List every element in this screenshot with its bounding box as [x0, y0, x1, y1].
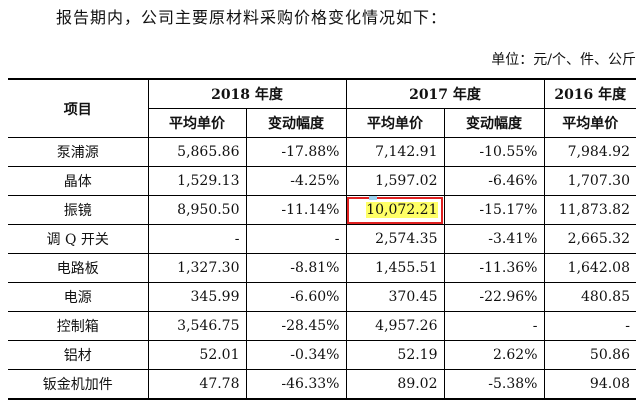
cell-c2018: -	[246, 224, 347, 254]
header-2018: 2018 年度	[148, 79, 347, 109]
cell-p2018: 345.99	[148, 282, 247, 312]
header-2017: 2017 年度	[346, 79, 545, 109]
cell-c2017: -22.96%	[444, 282, 545, 312]
cell-p2018: 52.01	[148, 340, 247, 370]
cell-c2018: -4.25%	[246, 166, 347, 196]
cell-name: 控制箱	[8, 311, 149, 341]
table-row: 钣金机加件 47.78 -46.33% 89.02 -5.38% 94.08	[8, 369, 636, 400]
cell-c2018: -17.88%	[246, 137, 347, 167]
table-row: 调 Q 开关 - -2,574.35 -3.41% 2,665.32	[8, 224, 636, 254]
table-row: 振镜 8,950.50 -11.14% 10,072.21 -15.17% 11,873.…	[8, 195, 636, 225]
cell-c2017: -5.38%	[444, 369, 545, 400]
table-row: 晶体 1,529.13 -4.25% 1,597.02 -6.46% 1,707.30	[8, 166, 636, 196]
cell-p2017: 1,455.51	[346, 253, 445, 283]
header-avg-price-2018: 平均单价	[148, 108, 247, 138]
cell-c2018: -0.34%	[246, 340, 347, 370]
cell-p2016: 7,984.92	[544, 137, 636, 167]
cell-p2018: 8,950.50	[148, 195, 247, 225]
header-item: 项目	[8, 79, 149, 138]
cell-p2016: -	[544, 311, 636, 341]
header-row-years: 项目 2018 年度 2017 年度 2016 年度	[8, 79, 636, 138]
cell-name: 泵浦源	[8, 137, 149, 167]
cell-p2017: 1,597.02	[346, 166, 445, 196]
highlighted-value: 10,072.21	[366, 202, 438, 218]
cell-c2017: -3.41%	[444, 224, 545, 254]
table-row: 铝材 52.01 -0.34% 52.19 2.62% 50.86	[8, 340, 636, 370]
cell-p2018: -	[148, 224, 247, 254]
header-change-2018: 变动幅度	[246, 108, 347, 138]
cell-p2016: 94.08	[544, 369, 636, 400]
table-row: 控制箱 3,546.75 -28.45% 4,957.26- -	[8, 311, 636, 341]
cell-name: 调 Q 开关	[8, 224, 149, 254]
cell-name: 钣金机加件	[8, 369, 149, 400]
cell-c2017: 2.62%	[444, 340, 545, 370]
cell-p2016: 1,642.08	[544, 253, 636, 283]
cell-name: 电路板	[8, 253, 149, 283]
header-avg-price-2016: 平均单价	[544, 108, 636, 138]
price-table: 项目 2018 年度 2017 年度 2016 年度 平均单价 变动幅度 平均单…	[8, 78, 636, 400]
cell-name: 晶体	[8, 166, 149, 196]
header-row-columns: 平均单价 变动幅度 平均单价 变动幅度 平均单价	[8, 108, 636, 138]
cell-c2018: -11.14%	[246, 195, 347, 225]
cell-p2016: 480.85	[544, 282, 636, 312]
cell-c2017: -	[444, 311, 545, 341]
cell-p2018: 3,546.75	[148, 311, 247, 341]
cell-p2018: 1,529.13	[148, 166, 247, 196]
header-avg-price-2017: 平均单价	[346, 108, 445, 138]
cell-p2016: 11,873.82	[544, 195, 636, 225]
cell-c2018: -28.45%	[246, 311, 347, 341]
cell-c2017: -10.55%	[444, 137, 545, 167]
cell-p2017: 2,574.35	[346, 224, 445, 254]
cell-p2018: 5,865.86	[148, 137, 247, 167]
cell-c2017: -6.46%	[444, 166, 545, 196]
cell-name: 铝材	[8, 340, 149, 370]
intro-text: 报告期内，公司主要原材料采购价格变化情况如下：	[56, 8, 448, 27]
cell-c2017: -11.36%	[444, 253, 545, 283]
cell-c2018: -46.33%	[246, 369, 347, 400]
header-change-2017: 变动幅度	[444, 108, 545, 138]
table-row: 电路板 1,327.30 -8.81% 1,455.51 -11.36% 1,642.08	[8, 253, 636, 283]
table-row: 电源 345.99 -6.60% 370.45 -22.96% 480.85	[8, 282, 636, 312]
header-2016: 2016 年度	[544, 79, 636, 109]
cell-p2018: 1,327.30	[148, 253, 247, 283]
cell-p2017: 370.45	[346, 282, 445, 312]
cell-p2016: 2,665.32	[544, 224, 636, 254]
cell-c2018: -6.60%	[246, 282, 347, 312]
cell-name: 电源	[8, 282, 149, 312]
cell-p2017: 7,142.91	[346, 137, 445, 167]
cell-p2016: 50.86	[544, 340, 636, 370]
cursor-marker	[369, 196, 377, 200]
cell-p2017: 10,072.21	[346, 195, 445, 225]
cell-p2017: 4,957.26	[346, 311, 445, 341]
cell-p2016: 1,707.30	[544, 166, 636, 196]
cell-p2017: 89.02	[346, 369, 445, 400]
cell-c2017: -15.17%	[444, 195, 545, 225]
cell-c2018: -8.81%	[246, 253, 347, 283]
cell-name: 振镜	[8, 195, 149, 225]
cell-p2018: 47.78	[148, 369, 247, 400]
table-row: 泵浦源 5,865.86 -17.88% 7,142.91 -10.55% 7,984.9…	[8, 137, 636, 167]
cell-p2017: 52.19	[346, 340, 445, 370]
unit-note: 单位：元/个、件、公斤	[491, 52, 636, 68]
